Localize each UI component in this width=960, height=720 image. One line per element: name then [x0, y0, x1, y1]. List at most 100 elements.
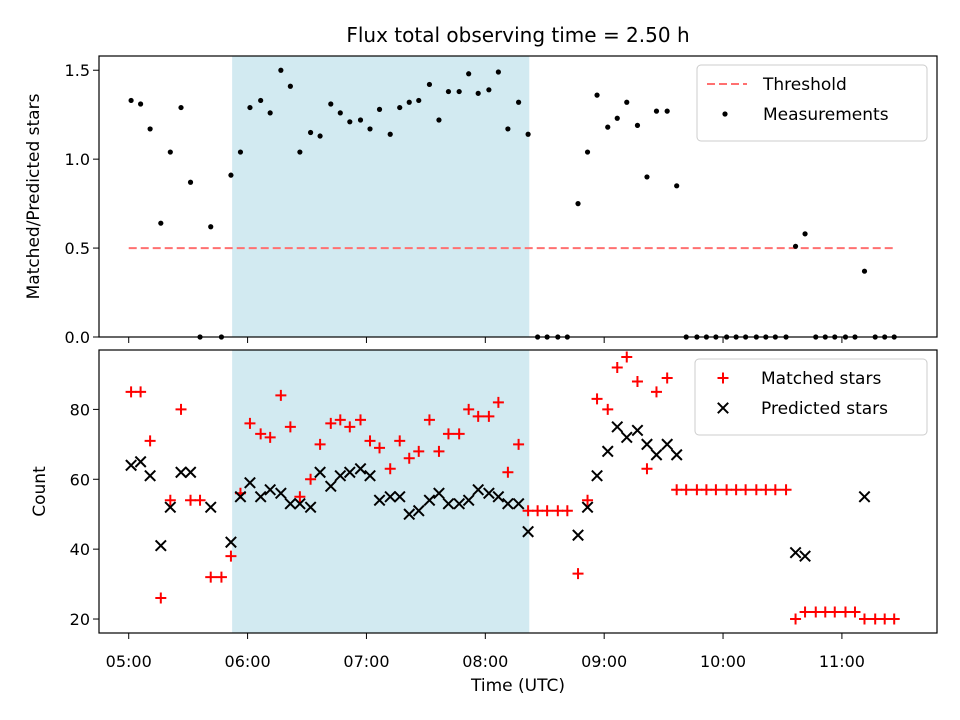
matched-point — [641, 463, 653, 475]
measurement-point — [287, 83, 293, 89]
matched-point — [305, 473, 317, 485]
predicted-point — [482, 487, 495, 500]
predicted-point — [572, 529, 584, 542]
predicted-point — [591, 469, 603, 482]
matched-point — [522, 505, 534, 517]
predicted-point — [354, 462, 367, 475]
predicted-point — [274, 487, 287, 500]
matched-point — [492, 396, 504, 408]
measurement-point — [187, 179, 194, 185]
x-axis-label: Time (UTC) — [470, 676, 565, 696]
x-tick-label: 09:00 — [581, 652, 627, 671]
legend: Matched stars Predicted stars — [694, 358, 928, 436]
matched-point — [879, 613, 891, 625]
measurement-point — [128, 97, 134, 104]
predicted-point — [501, 497, 514, 510]
series-matched-stars — [125, 351, 900, 625]
matched-point — [264, 431, 276, 443]
matched-point — [135, 386, 147, 398]
matched-point — [413, 445, 425, 457]
legend-label: Measurements — [763, 105, 889, 125]
matched-point — [888, 613, 900, 625]
matched-point — [721, 484, 733, 496]
measurement-point — [357, 117, 364, 123]
legend-matched-swatch — [717, 372, 729, 384]
matched-point — [394, 435, 406, 447]
legend-box — [696, 64, 928, 142]
predicted-point — [204, 501, 217, 514]
predicted-point — [453, 497, 466, 510]
measurement-point — [237, 149, 244, 155]
predicted-point — [134, 455, 147, 468]
matched-point — [631, 375, 643, 387]
predicted-point — [175, 466, 187, 479]
matched-point — [502, 466, 514, 478]
predicted-point — [244, 476, 256, 489]
x-tick-label: 11:00 — [819, 652, 865, 671]
measurement-point — [376, 106, 383, 112]
measurement-point — [138, 101, 144, 107]
measurement-point — [278, 67, 284, 73]
measurement-point — [486, 87, 492, 93]
measurement-point — [505, 126, 511, 132]
matched-point — [513, 438, 525, 450]
x-tick-label: 08:00 — [462, 652, 508, 671]
measurement-point — [644, 174, 650, 180]
series-predicted-stars — [125, 420, 871, 563]
predicted-point — [620, 431, 633, 444]
measurement-point — [167, 149, 173, 155]
measurement-point — [515, 99, 522, 105]
matched-point — [858, 613, 870, 625]
y-tick-label: 60 — [70, 470, 90, 489]
matched-point — [790, 613, 802, 625]
measurement-point — [653, 108, 660, 114]
predicted-point — [324, 480, 337, 493]
predicted-point — [522, 525, 535, 538]
predicted-point — [234, 490, 247, 503]
matched-point — [780, 484, 792, 496]
predicted-point — [364, 469, 376, 482]
measurement-point — [466, 71, 472, 77]
legend-measurement-swatch — [722, 111, 728, 117]
measurement-point — [367, 126, 373, 132]
matched-point — [869, 613, 881, 625]
measurement-point — [475, 90, 481, 96]
predicted-point — [225, 536, 237, 549]
predicted-point — [284, 497, 297, 510]
predicted-point — [789, 546, 802, 559]
matched-point — [750, 484, 762, 496]
matched-point — [185, 494, 197, 506]
matched-point — [740, 484, 752, 496]
matched-point — [215, 571, 227, 583]
predicted-point — [661, 438, 674, 451]
y-tick-label: 0.5 — [65, 239, 90, 258]
x-tick-label: 06:00 — [225, 652, 271, 671]
predicted-point — [423, 494, 436, 507]
measurement-point — [605, 124, 611, 130]
measurement-point — [634, 122, 641, 128]
predicted-point — [670, 448, 683, 461]
matched-point — [710, 484, 722, 496]
predicted-point — [858, 490, 871, 503]
measurement-point — [387, 131, 393, 137]
y-tick-label: 0.0 — [65, 328, 90, 347]
predicted-point — [581, 501, 594, 514]
measurement-point — [397, 104, 403, 111]
chart-title: Flux total observing time = 2.50 h — [346, 23, 689, 47]
matched-point — [433, 445, 445, 457]
matched-point — [344, 421, 356, 433]
legend-label: Matched stars — [761, 369, 881, 389]
matched-point — [572, 568, 584, 580]
measurement-point — [614, 115, 620, 121]
matched-point — [472, 410, 484, 422]
predicted-point — [164, 501, 177, 514]
matched-point — [810, 606, 822, 618]
predicted-point — [304, 501, 317, 514]
matched-point — [155, 592, 167, 604]
matched-point — [582, 494, 594, 506]
matched-point — [453, 428, 465, 440]
legend-box — [694, 358, 928, 436]
y-tick-label: 1.5 — [65, 61, 90, 80]
matched-point — [819, 606, 831, 618]
matched-point — [194, 494, 206, 506]
